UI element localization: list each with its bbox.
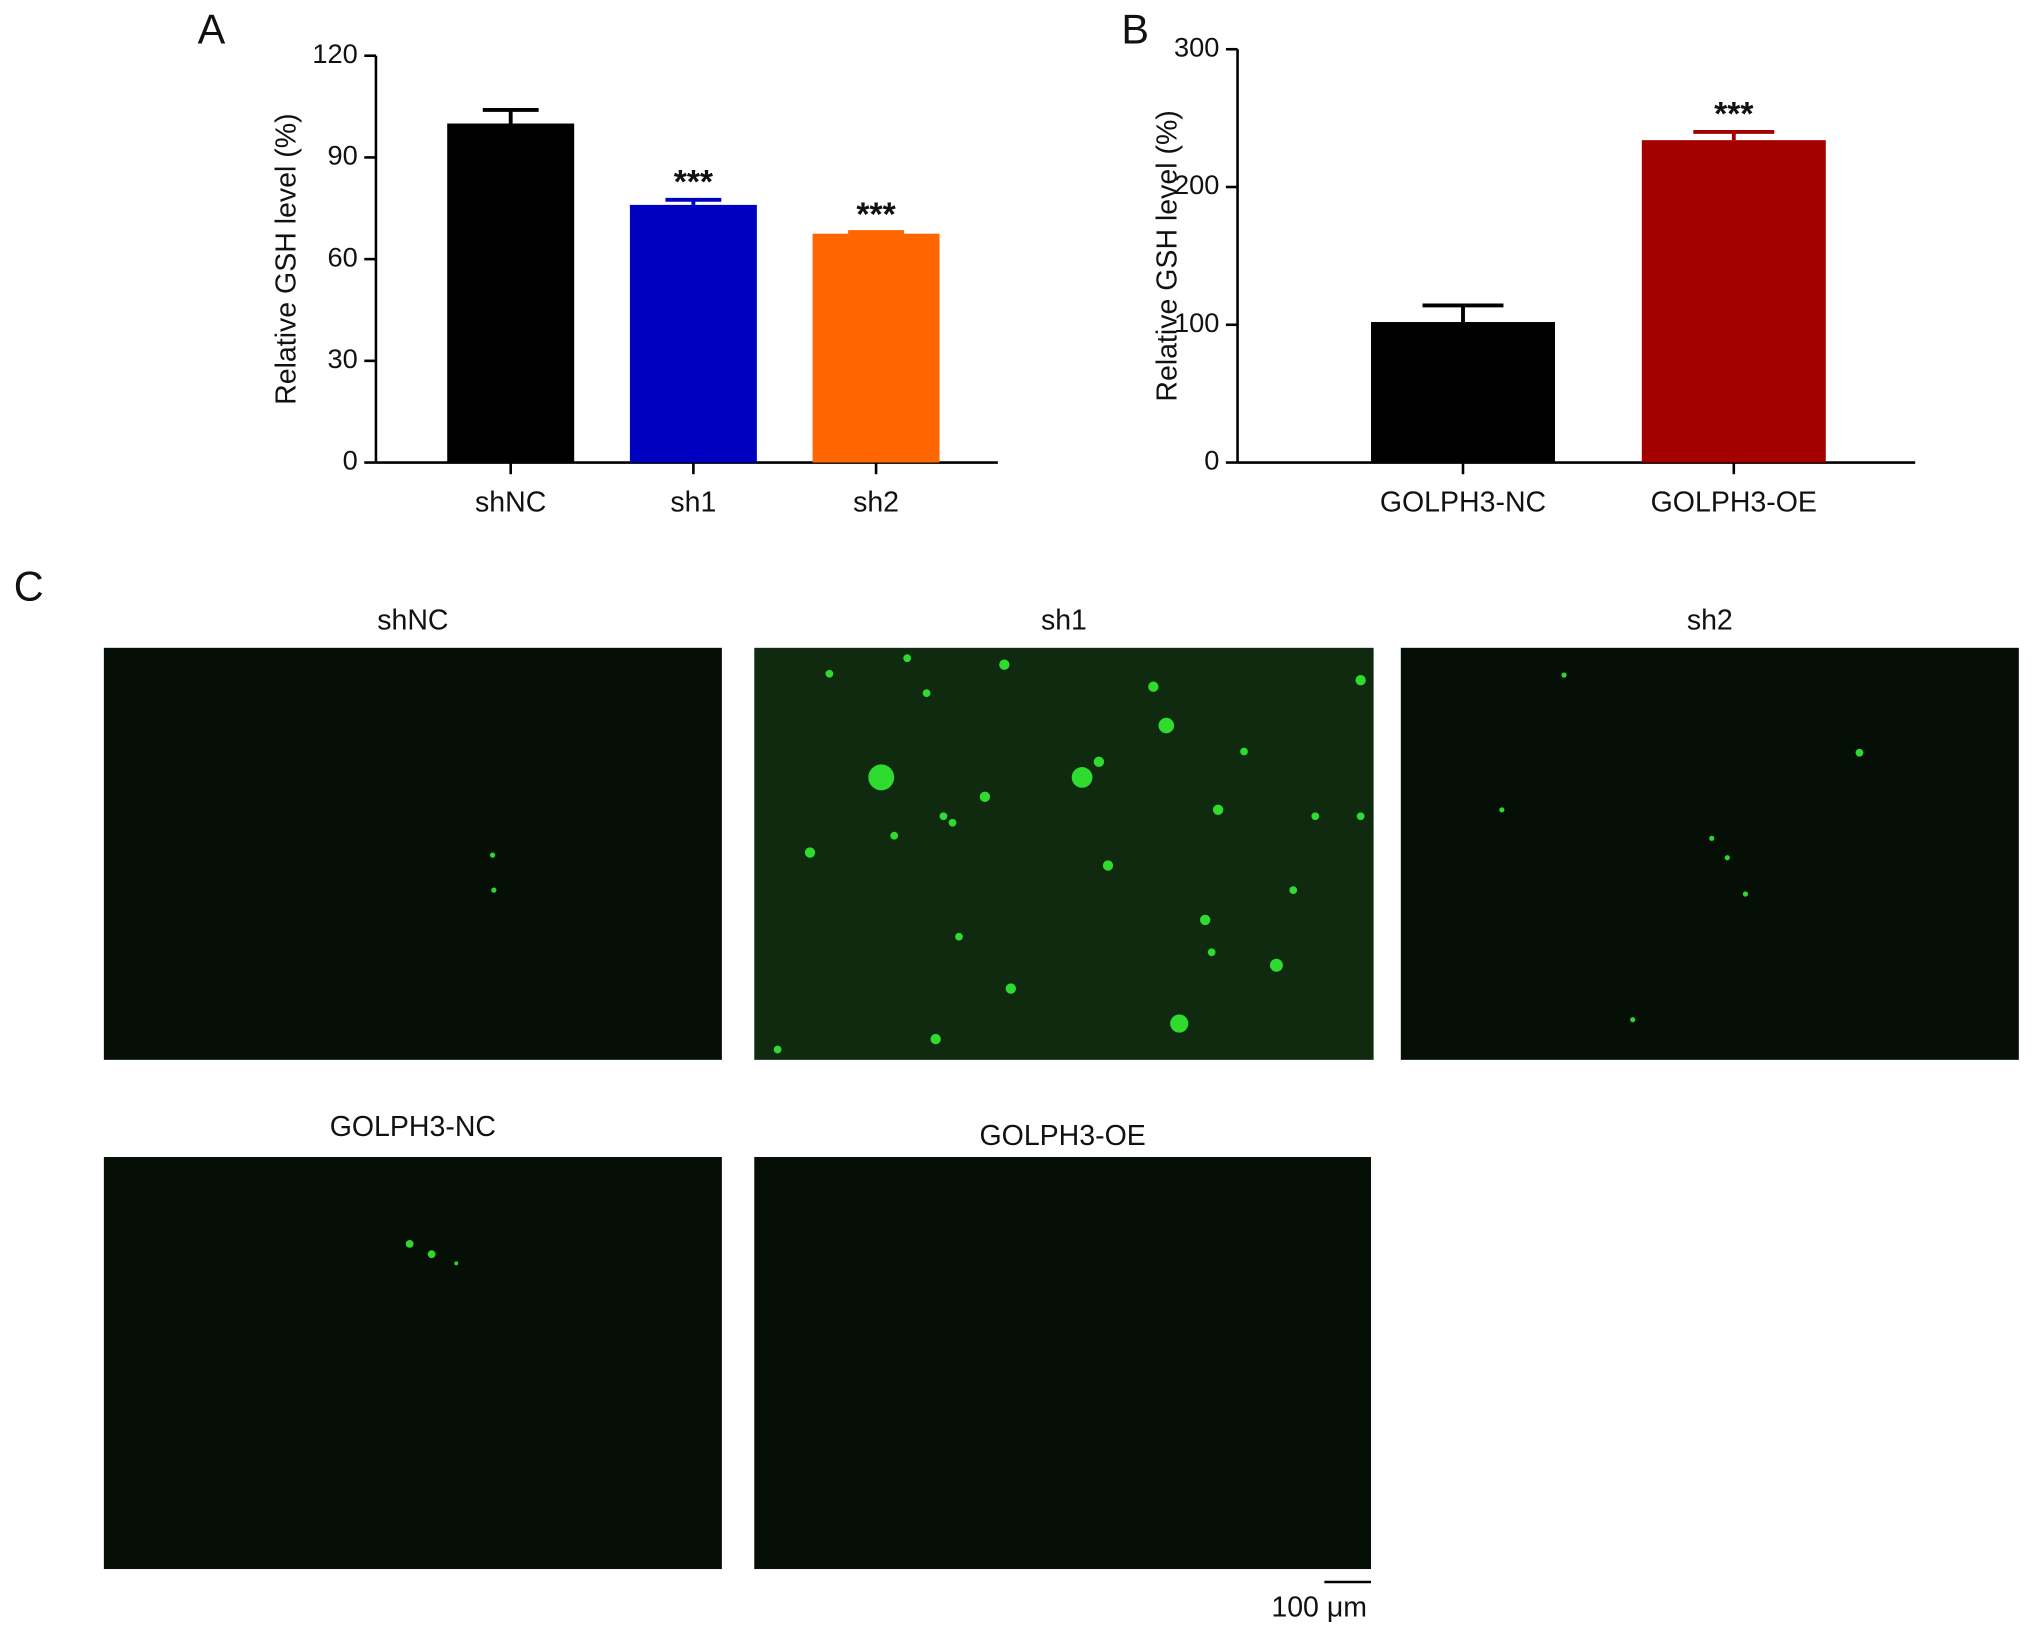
fluorescent-cell — [825, 669, 834, 678]
fluorescent-cell — [1212, 804, 1224, 815]
y-tick-label: 100 — [1174, 307, 1219, 338]
fluorescent-cell — [1499, 807, 1505, 813]
x-tick-label: sh2 — [853, 487, 899, 519]
micrograph — [754, 1157, 1372, 1570]
significance: *** — [1714, 96, 1754, 133]
fluorescent-cell — [890, 831, 899, 840]
y-tick-label: 0 — [343, 445, 358, 476]
fluorescent-cell — [427, 1250, 436, 1259]
fluorescent-cell — [1269, 958, 1283, 972]
y-tick-label: 60 — [328, 241, 358, 272]
micrograph — [103, 1157, 722, 1570]
y-tick-label: 200 — [1174, 169, 1219, 200]
error-bar — [1422, 303, 1504, 323]
fluorescent-cell — [773, 1045, 782, 1054]
fluorescent-cell — [1170, 1014, 1189, 1033]
error-bar — [482, 108, 539, 124]
fluorescent-cell — [489, 852, 496, 858]
fluorescent-cell — [1207, 948, 1216, 957]
fluorescent-cell — [922, 689, 931, 698]
fluorescent-cell — [903, 654, 912, 663]
x-tick-label: GOLPH3-NC — [1380, 487, 1546, 519]
fluorescent-cell — [1158, 717, 1175, 734]
fluorescent-cell — [1724, 855, 1730, 861]
bar — [812, 233, 940, 463]
fluorescent-cell — [1630, 1017, 1636, 1023]
micrograph — [754, 647, 1374, 1060]
error-bar — [665, 197, 722, 205]
fluorescent-cell — [1071, 767, 1093, 788]
micrograph-title: shNC — [377, 604, 448, 636]
x-tick-label: shNC — [475, 487, 546, 519]
micrograph — [103, 647, 722, 1060]
micrograph-title: sh2 — [1687, 604, 1733, 636]
panel-label: A — [198, 5, 226, 52]
bar — [447, 123, 575, 463]
error-bar — [848, 230, 905, 234]
panel-label: C — [14, 562, 44, 609]
panel-label: B — [1121, 5, 1149, 52]
y-tick-label: 90 — [328, 140, 358, 171]
fluorescent-cell — [1240, 747, 1248, 756]
error-bar — [1693, 129, 1775, 141]
fluorescent-cell — [955, 932, 963, 941]
fluorescent-cell — [491, 887, 497, 893]
fluorescent-cell — [1311, 812, 1320, 821]
fluorescent-cell — [1561, 672, 1567, 678]
micrographs: shNC sh1 sh2 GOLPH3-NC GOLPH3-OE — [103, 604, 2019, 1570]
fluorescent-cell — [1102, 860, 1114, 871]
fluorescent-cell — [1199, 914, 1211, 926]
fluorescent-cell — [868, 764, 895, 791]
x-tick-label: GOLPH3-OE — [1651, 487, 1817, 519]
fluorescent-cell — [1742, 891, 1749, 897]
fluorescent-cell — [1289, 886, 1298, 894]
y-tick-label: 30 — [328, 343, 358, 374]
x-tick-label: sh1 — [670, 487, 716, 519]
y-axis-label: Relative GSH level (%) — [270, 113, 302, 404]
micrograph-title: sh1 — [1041, 604, 1087, 636]
fluorescent-cell — [454, 1261, 459, 1266]
fluorescent-cell — [939, 812, 948, 821]
fluorescent-cell — [1855, 748, 1864, 757]
y-tick-label: 120 — [312, 38, 357, 69]
bar — [629, 204, 757, 463]
significance: *** — [674, 164, 714, 201]
fluorescent-cell — [1356, 812, 1365, 821]
fluorescent-cell — [804, 847, 816, 858]
fluorescent-cell — [999, 659, 1010, 670]
scale-bar-label: 100 μm — [1271, 1592, 1367, 1624]
micrograph-title: GOLPH3-NC — [330, 1111, 496, 1143]
fluorescent-cell — [930, 1033, 941, 1045]
micrograph-title: GOLPH3-OE — [979, 1120, 1145, 1152]
y-axis-label: Relative GSH level (%) — [1151, 110, 1183, 401]
fluorescent-cell — [1355, 675, 1366, 686]
significance: *** — [856, 196, 896, 233]
fluorescent-cell — [1005, 983, 1016, 994]
fluorescent-cell — [1093, 756, 1105, 768]
bar — [1641, 140, 1826, 463]
y-tick-label: 0 — [1204, 445, 1219, 476]
fluorescent-cell — [948, 818, 957, 827]
fluorescent-cell — [1148, 681, 1159, 692]
fluorescent-cell — [979, 791, 991, 803]
micrograph — [1400, 647, 2019, 1060]
bar — [1371, 322, 1555, 463]
fluorescent-cell — [405, 1239, 414, 1248]
fluorescent-cell — [1709, 835, 1715, 841]
y-tick-label: 300 — [1174, 31, 1219, 62]
